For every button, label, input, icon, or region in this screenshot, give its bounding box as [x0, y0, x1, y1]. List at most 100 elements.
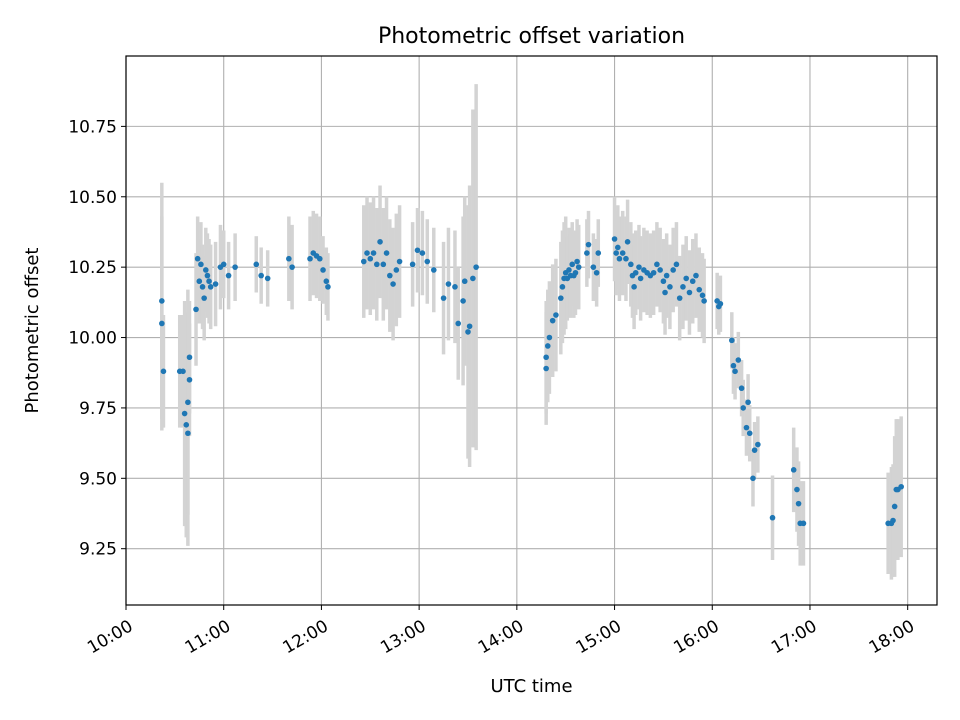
- data-point: [364, 250, 370, 256]
- data-point: [667, 284, 673, 290]
- data-point: [414, 247, 421, 254]
- data-point: [473, 264, 479, 270]
- data-point: [593, 269, 600, 276]
- x-axis-label: UTC time: [490, 676, 572, 697]
- data-point: [181, 410, 188, 417]
- data-point: [193, 306, 199, 313]
- data-point: [654, 261, 660, 268]
- data-point: [264, 275, 271, 282]
- data-point: [584, 250, 590, 256]
- data-point: [320, 267, 326, 273]
- data-point: [325, 284, 331, 290]
- data-point: [800, 520, 807, 527]
- data-point: [732, 368, 738, 375]
- data-point: [569, 261, 576, 268]
- data-point: [289, 264, 295, 270]
- data-point: [590, 264, 597, 270]
- data-point: [543, 354, 549, 361]
- data-points: [159, 236, 904, 527]
- data-point: [613, 250, 619, 256]
- data-point: [323, 278, 330, 285]
- data-point: [795, 500, 802, 507]
- y-tick-label: 10.00: [68, 329, 117, 349]
- data-point: [198, 261, 204, 268]
- data-point: [755, 441, 761, 448]
- data-point: [307, 255, 313, 262]
- data-point: [419, 250, 426, 256]
- data-point: [183, 422, 190, 428]
- data-point: [445, 281, 452, 287]
- data-point: [611, 236, 618, 242]
- data-point: [657, 267, 663, 273]
- data-point: [543, 365, 549, 372]
- data-point: [370, 250, 377, 256]
- y-tick-label: 9.25: [79, 540, 117, 560]
- data-point: [232, 264, 238, 270]
- y-tick-label: 10.50: [68, 188, 117, 208]
- data-point: [360, 258, 367, 265]
- data-point: [452, 284, 458, 290]
- y-tick-label: 10.75: [68, 117, 117, 137]
- data-point: [566, 267, 572, 273]
- data-point: [637, 275, 644, 282]
- data-point: [623, 255, 629, 262]
- data-point: [258, 272, 264, 279]
- data-point: [390, 281, 396, 287]
- data-point: [185, 430, 191, 437]
- data-point: [670, 267, 676, 273]
- data-point: [743, 424, 750, 431]
- data-point: [735, 357, 742, 363]
- data-point: [159, 298, 165, 304]
- data-point: [186, 354, 193, 361]
- data-point: [615, 244, 621, 251]
- data-point: [465, 329, 471, 335]
- data-point: [225, 272, 232, 279]
- data-point: [628, 261, 634, 268]
- data-point: [180, 368, 186, 375]
- data-point: [207, 284, 214, 290]
- data-point: [558, 295, 564, 301]
- data-point: [891, 503, 898, 510]
- data-point: [559, 284, 566, 290]
- data-point: [619, 250, 626, 256]
- data-point: [729, 337, 735, 344]
- data-point: [746, 430, 753, 437]
- data-point: [686, 289, 693, 296]
- data-point: [696, 286, 703, 293]
- data-point: [680, 284, 686, 290]
- data-point: [660, 278, 667, 285]
- y-tick-label: 10.25: [68, 258, 117, 278]
- data-point: [461, 278, 468, 285]
- data-point: [631, 284, 637, 290]
- data-point: [750, 475, 756, 482]
- y-axis-label: Photometric offset: [22, 248, 43, 414]
- data-point: [717, 300, 724, 307]
- data-point: [316, 255, 323, 262]
- data-point: [387, 272, 393, 279]
- data-point: [466, 323, 473, 330]
- data-point: [751, 447, 758, 453]
- data-point: [159, 320, 165, 327]
- y-tick-label: 9.50: [79, 469, 117, 489]
- data-point: [160, 368, 167, 375]
- grid: [125, 56, 937, 605]
- data-point: [409, 261, 416, 268]
- data-point: [430, 267, 437, 273]
- data-point: [286, 255, 292, 262]
- data-point: [689, 278, 696, 285]
- data-point: [201, 295, 207, 301]
- data-point: [585, 241, 592, 248]
- data-point: [890, 517, 896, 524]
- data-point: [377, 239, 383, 245]
- data-point: [794, 486, 800, 493]
- data-point: [701, 298, 707, 304]
- data-point: [212, 281, 219, 287]
- data-point: [440, 295, 447, 301]
- data-point: [199, 284, 206, 290]
- data-point: [204, 272, 211, 279]
- data-point: [740, 405, 747, 411]
- data-point: [693, 272, 699, 279]
- data-point: [769, 514, 776, 521]
- data-point: [616, 255, 623, 262]
- data-point: [460, 298, 466, 304]
